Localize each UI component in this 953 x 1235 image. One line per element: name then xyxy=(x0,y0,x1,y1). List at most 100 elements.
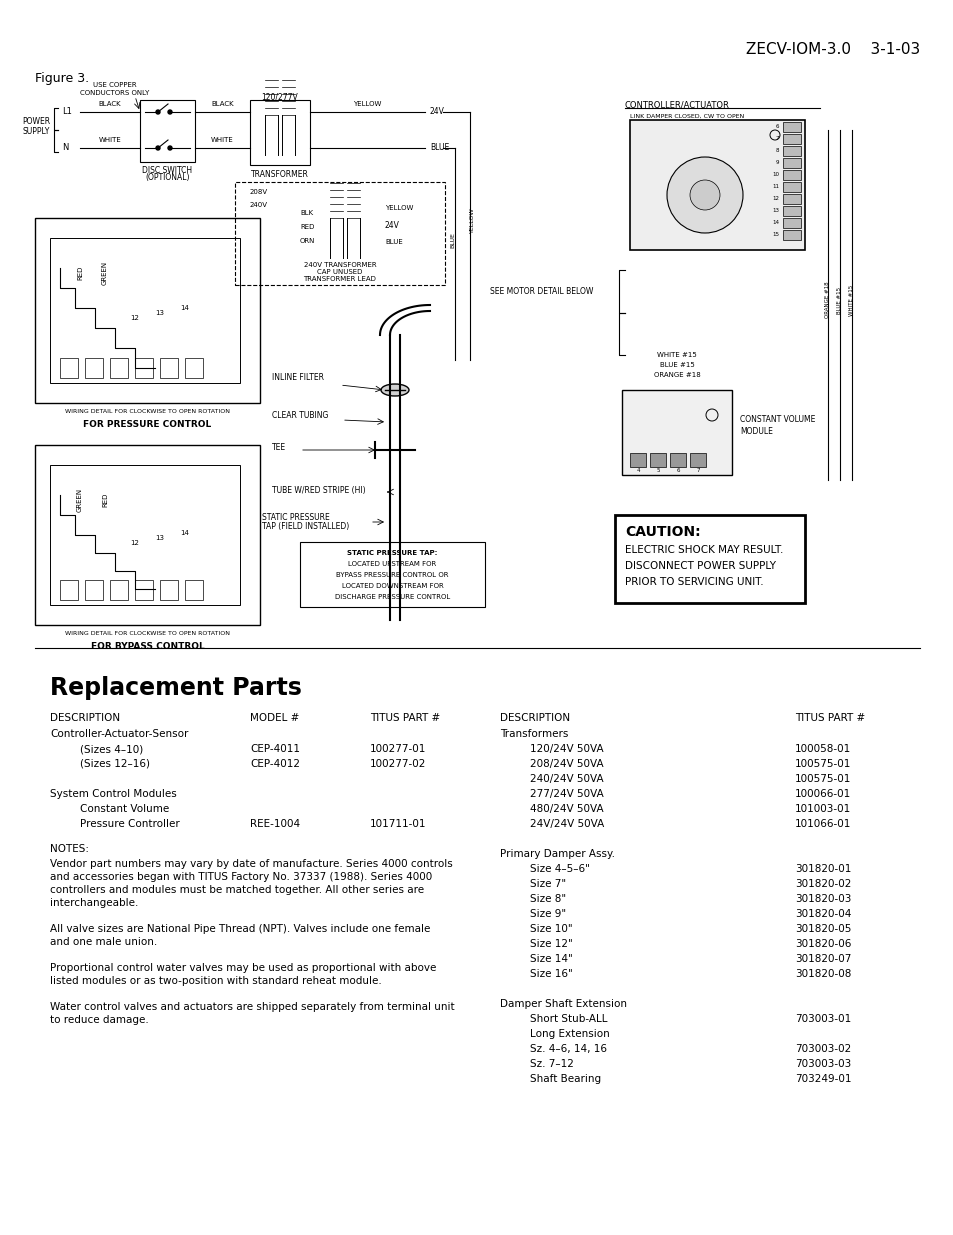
Text: RED: RED xyxy=(299,224,314,230)
Text: 13: 13 xyxy=(155,310,164,316)
Text: 100575-01: 100575-01 xyxy=(794,760,850,769)
Text: 24V/24V 50VA: 24V/24V 50VA xyxy=(530,819,603,829)
Bar xyxy=(689,453,705,467)
Text: 9: 9 xyxy=(775,161,779,165)
Text: L1: L1 xyxy=(62,107,71,116)
Bar xyxy=(85,358,103,378)
Text: Long Extension: Long Extension xyxy=(530,1029,609,1039)
Text: LOCATED DOWNSTREAM FOR: LOCATED DOWNSTREAM FOR xyxy=(341,583,443,589)
Bar xyxy=(782,206,801,216)
Bar xyxy=(782,158,801,168)
Circle shape xyxy=(168,110,172,114)
Text: CONTROLLER/ACTUATOR: CONTROLLER/ACTUATOR xyxy=(624,100,729,109)
Text: DESCRIPTION: DESCRIPTION xyxy=(50,713,120,722)
Text: 703249-01: 703249-01 xyxy=(794,1074,851,1084)
Bar xyxy=(185,580,203,600)
Text: CONSTANT VOLUME: CONSTANT VOLUME xyxy=(740,415,815,425)
Text: Size 12": Size 12" xyxy=(530,939,572,948)
Bar xyxy=(669,453,685,467)
Text: 480/24V 50VA: 480/24V 50VA xyxy=(530,804,603,814)
Text: 240/24V 50VA: 240/24V 50VA xyxy=(530,774,603,784)
Bar xyxy=(782,122,801,132)
Text: Proportional control water valves may be used as proportional with above: Proportional control water valves may be… xyxy=(50,963,436,973)
Text: Size 9": Size 9" xyxy=(530,909,565,919)
Text: BLUE: BLUE xyxy=(385,240,402,245)
Text: Sz. 4–6, 14, 16: Sz. 4–6, 14, 16 xyxy=(530,1044,606,1053)
Text: REE-1004: REE-1004 xyxy=(250,819,300,829)
Text: TRANSFORMER LEAD: TRANSFORMER LEAD xyxy=(303,275,376,282)
Bar xyxy=(135,358,152,378)
Bar xyxy=(782,135,801,144)
Text: TAP (FIELD INSTALLED): TAP (FIELD INSTALLED) xyxy=(262,521,349,531)
Text: Size 16": Size 16" xyxy=(530,969,572,979)
Text: N: N xyxy=(62,143,69,152)
Text: controllers and modules must be matched together. All other series are: controllers and modules must be matched … xyxy=(50,885,424,895)
Text: to reduce damage.: to reduce damage. xyxy=(50,1015,149,1025)
Text: 301820-02: 301820-02 xyxy=(794,879,850,889)
Text: Sz. 7–12: Sz. 7–12 xyxy=(530,1058,574,1070)
Text: 12: 12 xyxy=(771,196,779,201)
Text: Water control valves and actuators are shipped separately from terminal unit: Water control valves and actuators are s… xyxy=(50,1002,455,1011)
Text: Primary Damper Assy.: Primary Damper Assy. xyxy=(499,848,615,860)
Text: CAP UNUSED: CAP UNUSED xyxy=(317,269,362,275)
Circle shape xyxy=(666,157,742,233)
Text: BLACK: BLACK xyxy=(211,101,233,107)
Text: BLK: BLK xyxy=(299,210,313,216)
Text: 100277-02: 100277-02 xyxy=(370,760,426,769)
Text: 301820-07: 301820-07 xyxy=(794,953,850,965)
Text: All valve sizes are National Pipe Thread (NPT). Valves include one female: All valve sizes are National Pipe Thread… xyxy=(50,924,430,934)
Text: CLEAR TUBING: CLEAR TUBING xyxy=(272,410,328,420)
Bar xyxy=(60,580,78,600)
Text: 100066-01: 100066-01 xyxy=(794,789,850,799)
Text: Size 7": Size 7" xyxy=(530,879,565,889)
Text: 7: 7 xyxy=(775,137,779,142)
Text: Constant Volume: Constant Volume xyxy=(80,804,169,814)
Text: 120/24V 50VA: 120/24V 50VA xyxy=(530,743,603,755)
Text: WHITE #15: WHITE #15 xyxy=(657,352,696,358)
Text: Controller-Actuator-Sensor: Controller-Actuator-Sensor xyxy=(50,729,188,739)
Text: and one male union.: and one male union. xyxy=(50,937,157,947)
Text: 12: 12 xyxy=(131,315,139,321)
Text: 24V: 24V xyxy=(385,221,399,231)
Circle shape xyxy=(156,110,160,114)
Text: 11: 11 xyxy=(771,184,779,189)
Text: DISCONNECT POWER SUPPLY: DISCONNECT POWER SUPPLY xyxy=(624,561,775,571)
Text: 24V: 24V xyxy=(430,107,444,116)
Text: Size 14": Size 14" xyxy=(530,953,572,965)
Text: 6: 6 xyxy=(775,125,779,130)
Text: MODULE: MODULE xyxy=(740,427,772,436)
Text: BLUE #15: BLUE #15 xyxy=(659,362,694,368)
Text: STATIC PRESSURE TAP:: STATIC PRESSURE TAP: xyxy=(347,550,437,556)
Text: 10: 10 xyxy=(771,173,779,178)
Text: 5: 5 xyxy=(656,468,659,473)
Text: WHITE: WHITE xyxy=(211,137,233,143)
Text: 240V: 240V xyxy=(250,203,268,207)
Text: CEP-4011: CEP-4011 xyxy=(250,743,299,755)
Text: 101003-01: 101003-01 xyxy=(794,804,850,814)
Text: 208V: 208V xyxy=(250,189,268,195)
Text: CONDUCTORS ONLY: CONDUCTORS ONLY xyxy=(80,90,150,96)
Bar xyxy=(140,100,194,162)
Text: BLACK: BLACK xyxy=(98,101,121,107)
Text: 100277-01: 100277-01 xyxy=(370,743,426,755)
Bar xyxy=(85,580,103,600)
Text: PRIOR TO SERVICING UNIT.: PRIOR TO SERVICING UNIT. xyxy=(624,577,762,587)
Text: ORANGE #18: ORANGE #18 xyxy=(824,282,830,319)
Text: GREEN: GREEN xyxy=(77,488,83,513)
Text: 301820-06: 301820-06 xyxy=(794,939,850,948)
Text: LOCATED UPSTREAM FOR: LOCATED UPSTREAM FOR xyxy=(348,561,436,567)
Bar xyxy=(110,580,128,600)
Text: Figure 3.: Figure 3. xyxy=(35,72,89,85)
Text: WHITE: WHITE xyxy=(98,137,121,143)
Text: BYPASS PRESSURE CONTROL OR: BYPASS PRESSURE CONTROL OR xyxy=(335,572,448,578)
Text: SEE MOTOR DETAIL BELOW: SEE MOTOR DETAIL BELOW xyxy=(490,288,593,296)
Bar xyxy=(629,120,804,249)
Text: 301820-05: 301820-05 xyxy=(794,924,850,934)
Text: DISC SWITCH: DISC SWITCH xyxy=(142,165,193,175)
Text: TITUS PART #: TITUS PART # xyxy=(794,713,864,722)
Bar xyxy=(299,542,484,606)
Text: Shaft Bearing: Shaft Bearing xyxy=(530,1074,600,1084)
Text: YELLOW: YELLOW xyxy=(385,205,413,211)
Text: 301820-01: 301820-01 xyxy=(794,864,850,874)
Text: 14: 14 xyxy=(180,305,190,311)
